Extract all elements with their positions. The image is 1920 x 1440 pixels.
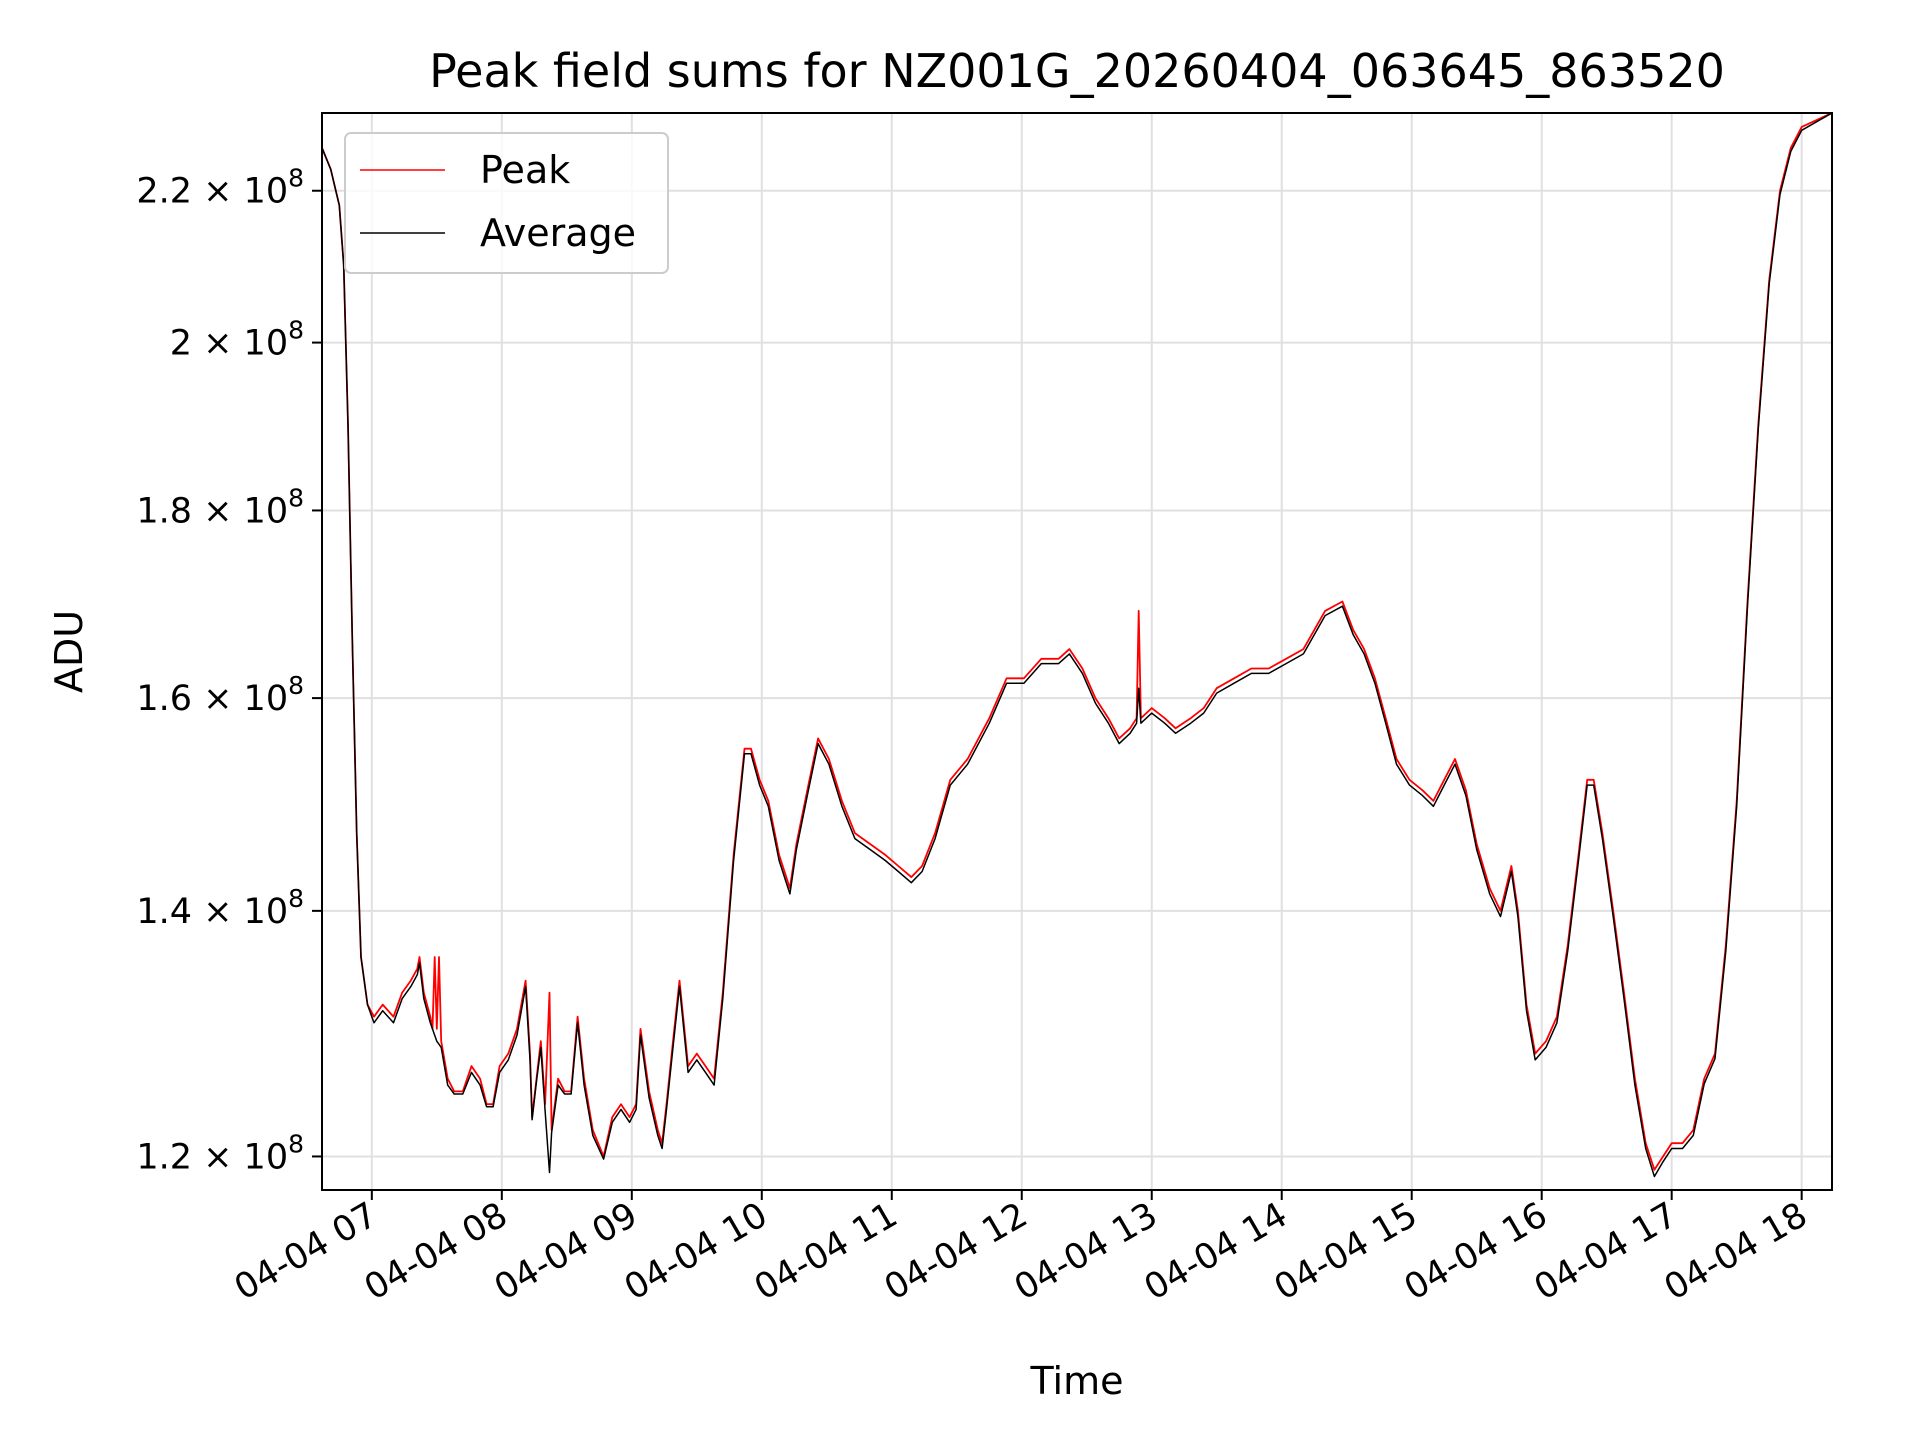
y-axis-title: ADU — [47, 610, 91, 693]
y-tick-label: 1.8 × 108 — [136, 483, 304, 531]
y-tick-label: 2.2 × 108 — [136, 164, 304, 212]
y-tick-label: 1.2 × 108 — [136, 1129, 304, 1177]
legend-box — [344, 132, 669, 274]
grid — [322, 113, 1832, 1190]
series-line-average — [321, 112, 1833, 1178]
legend-label-peak: Peak — [480, 148, 570, 192]
series-layer — [321, 112, 1833, 1178]
y-tick-label: 2 × 108 — [170, 316, 304, 364]
plot-frame — [321, 112, 1833, 1191]
y-tick-label: 1.4 × 108 — [136, 884, 304, 932]
chart-title: Peak field sums for NZ001G_20260404_0636… — [429, 44, 1725, 98]
legend-label-average: Average — [480, 211, 636, 255]
series-line-peak — [321, 112, 1833, 1171]
y-tick-label: 1.6 × 108 — [136, 671, 304, 719]
y-axis: 1.2 × 108 1.4 × 108 1.6 × 108 1.8 × 108 2 × … — [136, 164, 322, 1177]
legend: Peak Average — [344, 132, 669, 274]
x-axis-title: Time — [1030, 1359, 1124, 1403]
